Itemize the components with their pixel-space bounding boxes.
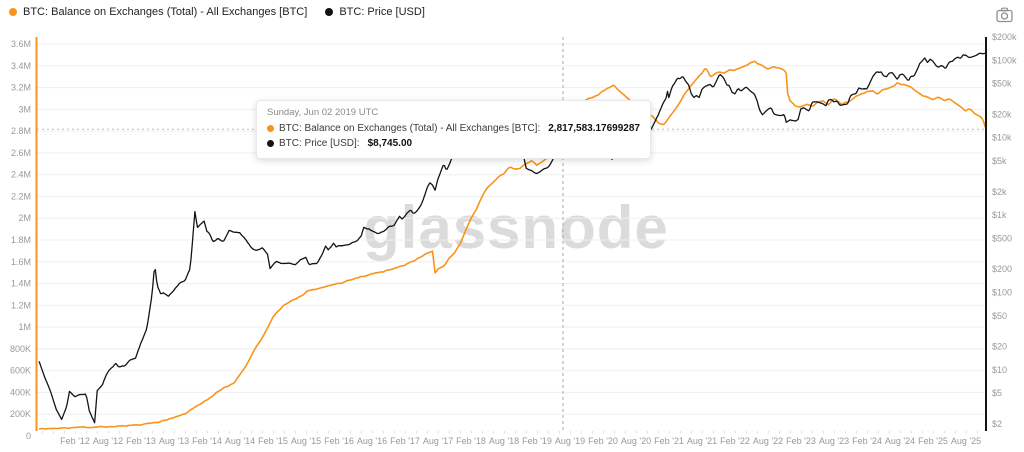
left-axis-tick-label: 2.6M	[11, 148, 31, 158]
legend-item-label: BTC: Price [USD]	[339, 6, 425, 18]
right-axis-tick-label: $100k	[992, 55, 1017, 65]
left-axis-tick-label: 3.4M	[11, 61, 31, 71]
legend-item-label: BTC: Balance on Exchanges (Total) - All …	[23, 6, 308, 18]
balance-series-dot-icon	[9, 8, 17, 16]
x-axis-tick-label: Aug '16	[357, 436, 387, 446]
left-axis-tick-label: 3.6M	[11, 39, 31, 49]
x-axis-tick-label: Aug '22	[753, 436, 783, 446]
right-axis-tick-label: $50k	[992, 79, 1012, 89]
left-axis-tick-label: 1.8M	[11, 235, 31, 245]
x-axis-tick-label: Feb '25	[918, 436, 948, 446]
right-axis-tick-label: $10	[992, 365, 1007, 375]
left-axis-tick-label: 1.4M	[11, 279, 31, 289]
right-axis-tick-label: $1k	[992, 210, 1007, 220]
x-axis-tick-label: Feb '21	[654, 436, 684, 446]
x-axis-tick-label: Feb '17	[390, 436, 420, 446]
x-axis-tick-label: Feb '23	[786, 436, 816, 446]
left-axis-tick-label: 2M	[18, 213, 31, 223]
left-axis-tick-label: 0	[26, 431, 31, 441]
left-axis-tick-label: 2.8M	[11, 126, 31, 136]
right-axis-tick-label: $2k	[992, 187, 1007, 197]
price-series-dot-icon	[267, 140, 274, 147]
x-axis-tick-label: Aug '13	[159, 436, 189, 446]
right-axis-tick-label: $5	[992, 388, 1002, 398]
glassnode-watermark: glassnode	[363, 194, 669, 261]
left-axis-tick-label: 400K	[10, 387, 31, 397]
tooltip-price-value: $8,745.00	[367, 138, 413, 149]
x-axis-tick-label: Feb '19	[522, 436, 552, 446]
right-axis-tick-label: $10k	[992, 133, 1012, 143]
x-axis-tick-label: Aug '14	[225, 436, 255, 446]
x-axis-tick-label: Feb '18	[456, 436, 486, 446]
x-axis-tick-label: Aug '18	[489, 436, 519, 446]
chart-legend: BTC: Balance on Exchanges (Total) - All …	[9, 6, 425, 18]
x-axis-tick-label: Aug '21	[687, 436, 717, 446]
legend-item-price[interactable]: BTC: Price [USD]	[325, 6, 425, 18]
left-axis-tick-label: 800K	[10, 344, 31, 354]
x-axis-tick-label: Feb '12	[60, 436, 90, 446]
balance-series-dot-icon	[267, 125, 274, 132]
tooltip-price-label: BTC: Price [USD]:	[279, 138, 360, 149]
left-axis-tick-label: 200K	[10, 409, 31, 419]
tooltip-row-price: BTC: Price [USD]: $8,745.00	[267, 136, 640, 151]
tooltip-balance-label: BTC: Balance on Exchanges (Total) - All …	[279, 123, 541, 134]
right-axis-tick-label: $50	[992, 311, 1007, 321]
x-axis-tick-label: Aug '17	[423, 436, 453, 446]
right-axis-tick-label: $500	[992, 233, 1012, 243]
x-axis-tick-label: Feb '15	[258, 436, 288, 446]
left-axis-tick-label: 2.2M	[11, 191, 31, 201]
left-axis-tick-label: 1.6M	[11, 257, 31, 267]
price-series-dot-icon	[325, 8, 334, 16]
left-axis-tick-label: 1.2M	[11, 300, 31, 310]
right-axis-tick-label: $200k	[992, 32, 1017, 42]
left-axis-tick-label: 600K	[10, 366, 31, 376]
x-axis-tick-label: Aug '24	[885, 436, 915, 446]
tooltip-balance-value: 2,817,583.17699287	[548, 123, 640, 134]
tooltip-date: Sunday, Jun 02 2019 UTC	[267, 107, 379, 118]
left-axis-tick-label: 3M	[18, 104, 31, 114]
x-axis-tick-label: Aug '15	[291, 436, 321, 446]
x-axis-tick-label: Feb '22	[720, 436, 750, 446]
legend-item-balance[interactable]: BTC: Balance on Exchanges (Total) - All …	[9, 6, 307, 18]
x-axis-tick-label: Aug '23	[819, 436, 849, 446]
right-axis-tick-label: $20k	[992, 109, 1012, 119]
x-axis-tick-label: Aug '25	[951, 436, 981, 446]
right-axis-tick-label: $2	[992, 419, 1002, 429]
right-axis-tick-label: $5k	[992, 156, 1007, 166]
x-axis-tick-label: Aug '19	[555, 436, 585, 446]
chart-tooltip: Sunday, Jun 02 2019 UTC BTC: Balance on …	[256, 100, 651, 159]
left-axis-tick-label: 2.4M	[11, 170, 31, 180]
right-axis-tick-label: $20	[992, 342, 1007, 352]
camera-icon[interactable]	[994, 5, 1014, 25]
right-axis-tick-label: $200	[992, 264, 1012, 274]
x-axis-tick-label: Aug '20	[621, 436, 651, 446]
x-axis-tick-label: Feb '24	[852, 436, 882, 446]
right-axis-tick-label: $100	[992, 287, 1012, 297]
x-axis-tick-label: Feb '13	[126, 436, 156, 446]
left-axis-tick-label: 3.2M	[11, 83, 31, 93]
x-axis-tick-label: Feb '14	[192, 436, 222, 446]
tooltip-row-balance: BTC: Balance on Exchanges (Total) - All …	[267, 121, 640, 136]
x-axis-tick-label: Aug '12	[93, 436, 123, 446]
x-axis-tick-label: Feb '20	[588, 436, 618, 446]
balance-series-line	[38, 60, 986, 430]
left-axis-tick-label: 1M	[18, 322, 31, 332]
x-axis-tick-label: Feb '16	[324, 436, 354, 446]
